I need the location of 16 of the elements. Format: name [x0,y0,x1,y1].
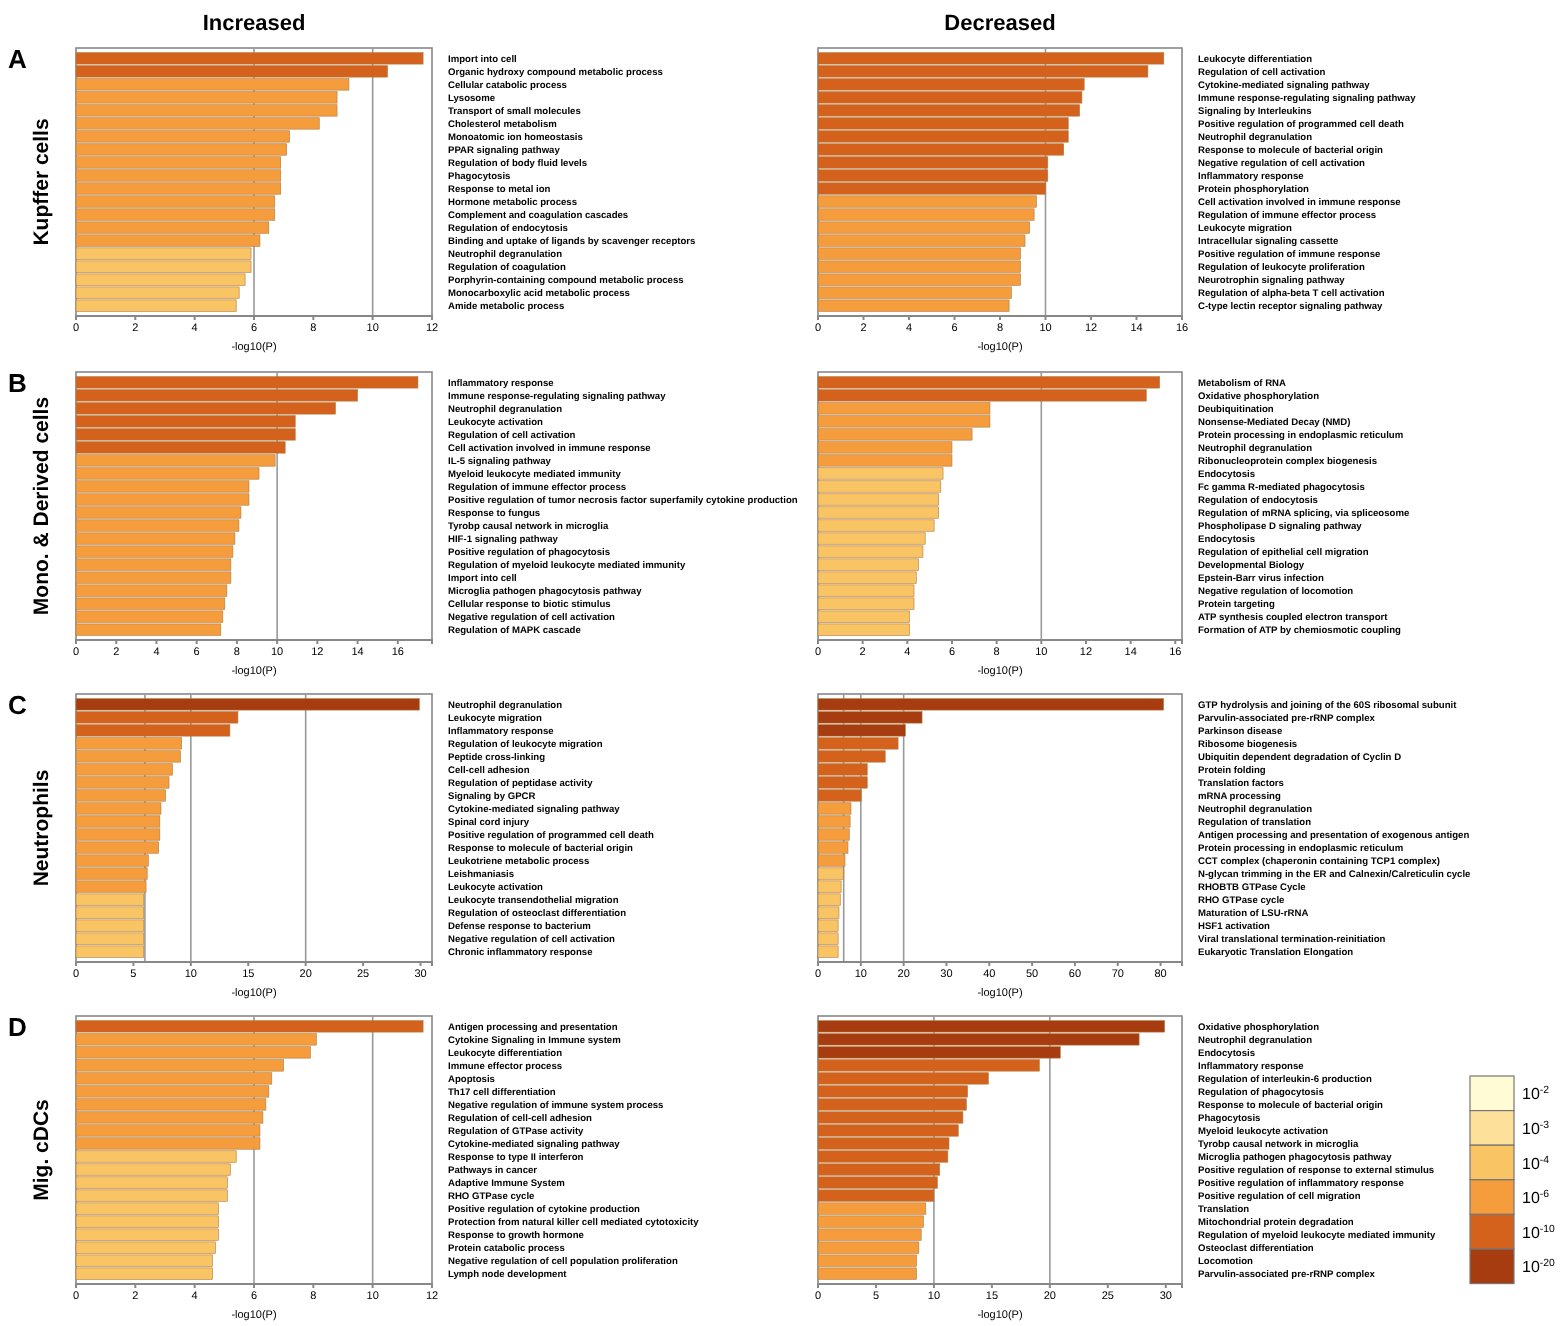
chart-title: Decreased [944,12,1056,36]
category-label: 10$^{-4}$ [1522,1154,1550,1173]
text: B [8,368,27,398]
category-label: 10$^{-6}$ [1522,1189,1550,1208]
y-axis-title: Kupffer cells [30,118,54,246]
category-label: 10$^{-10}$ [1522,1223,1556,1242]
text: D [8,1012,27,1042]
y-axis-title: Mono. & Derived cells [30,396,54,616]
category-label: 10$^{-20}$ [1522,1258,1556,1277]
text: A [8,44,28,74]
category-label: 10$^{-2}$ [1522,1085,1550,1104]
chart-title: Increased [202,12,306,36]
y-axis-title: Neutrophils [30,769,54,887]
y-axis-title: Mig. cDCs [30,1098,54,1201]
text: C [8,690,28,720]
category-label: 10$^{-3}$ [1522,1119,1550,1138]
